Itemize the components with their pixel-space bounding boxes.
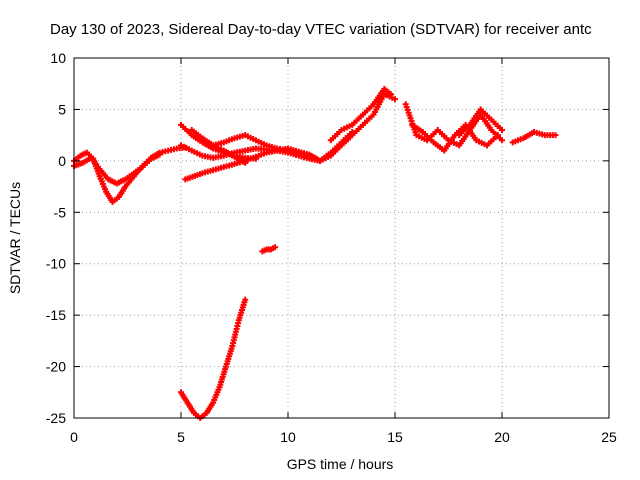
data-point [242,296,249,303]
data-point [317,157,324,164]
data-point [272,244,279,251]
y-tick-label: -15 [46,307,66,323]
x-tick-label: 5 [177,429,185,445]
x-tick-label: 15 [387,429,403,445]
x-tick-label: 0 [70,429,78,445]
y-tick-label: 0 [58,153,66,169]
x-tick-label: 20 [494,429,510,445]
y-tick-label: 5 [58,101,66,117]
x-tick-label: 10 [280,429,296,445]
series-track-11 [456,106,505,139]
series-track-13 [259,244,279,255]
y-tick-label: 10 [50,50,66,66]
series-track-10 [409,121,501,154]
x-axis-label: GPS time / hours [287,456,394,472]
series-track-8 [327,85,394,144]
data-point [387,91,394,97]
data-point [392,96,398,103]
y-axis-label: SDTVAR / TECUs [7,182,23,294]
axis-layer: 0 5 10 15 20 25 10 5 0 -5 -10 -15 -20 -25 [46,50,617,445]
series-track-2 [71,151,163,187]
data-point [499,137,505,144]
series-track-12 [509,129,559,146]
series-track-7 [210,132,324,164]
data-layer [71,85,559,421]
grid-layer [74,58,609,418]
data-point [552,132,559,139]
chart-title: Day 130 of 2023, Sidereal Day-to-day VTE… [50,21,592,38]
data-point [349,129,356,136]
data-point [494,132,501,139]
data-point [499,127,505,133]
y-tick-label: -20 [46,359,66,375]
y-tick-label: -10 [46,256,66,272]
x-tick-label: 25 [601,429,617,445]
data-point [242,159,249,166]
series-track-14 [178,296,249,421]
data-point [156,151,163,158]
plot-frame [73,57,610,419]
y-tick-label: -25 [46,410,66,426]
y-tick-label: -5 [54,204,67,220]
series-track-1 [71,144,189,205]
